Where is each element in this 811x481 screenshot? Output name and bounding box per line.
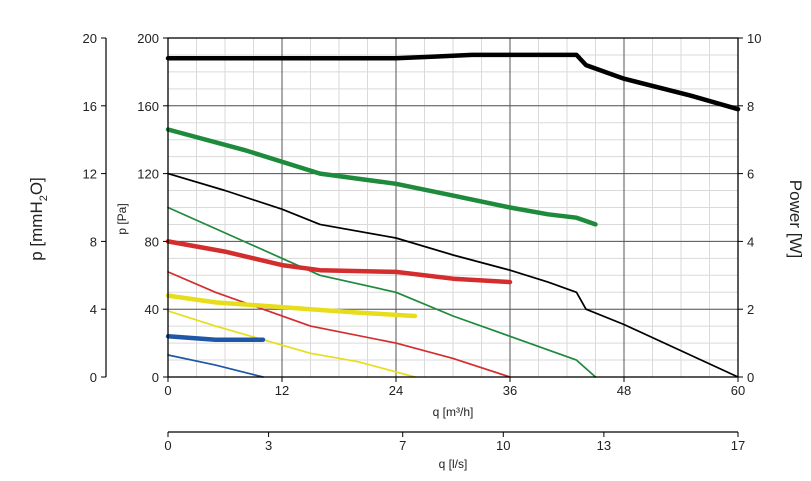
- power-curve-9: [165, 334, 266, 342]
- x-primary-label: q [m³/h]: [433, 405, 474, 419]
- y-right-label: Power [W]: [786, 180, 805, 258]
- y-left-outer-tick-label: 16: [83, 99, 97, 114]
- y-left-outer-tick-label: 8: [90, 234, 97, 249]
- pressure-curve-2: [167, 271, 511, 378]
- y-left-outer-tick-label: 0: [90, 370, 97, 385]
- grid-layer: [168, 38, 738, 377]
- y-left-outer-tick-label: 12: [83, 167, 97, 182]
- x-primary-tick-label: 0: [164, 383, 171, 398]
- x-primary-tick-label: 24: [389, 383, 403, 398]
- plot-frame: [167, 37, 739, 378]
- axis-layer: 0 12 24 36 48 6004080120160200048121620024681…: [83, 31, 762, 453]
- y-primary-tick-label: 160: [137, 99, 159, 114]
- y-right-tick-label: 2: [747, 302, 754, 317]
- x-secondary-tick-label: 0: [164, 438, 171, 453]
- y-left-outer-label-end: O]: [27, 177, 46, 195]
- x-primary-tick-label: 12: [275, 383, 289, 398]
- y-primary-tick-label: 0: [152, 370, 159, 385]
- x-secondary-tick-label: 7: [399, 438, 406, 453]
- x-primary-tick-label: 48: [617, 383, 631, 398]
- pressure-curve-3: [167, 310, 416, 378]
- y-left-outer-label-sub: 2: [38, 195, 50, 201]
- x-secondary-tick-label: 3: [265, 438, 272, 453]
- pressure-curve-0: [167, 172, 739, 378]
- power-curve-6: [165, 127, 598, 227]
- x-primary-tick-label: 60: [731, 383, 745, 398]
- y-left-outer-tick-label: 4: [90, 302, 97, 317]
- y-primary-tick-label: 120: [137, 167, 159, 182]
- x-secondary-tick-label: 17: [731, 438, 745, 453]
- series-layer: [165, 52, 741, 378]
- x-primary-tick-label: 36: [503, 383, 517, 398]
- y-left-outer-label-base: p [mmH: [27, 201, 46, 261]
- x-secondary-label: q [l/s]: [439, 457, 468, 471]
- y-right-tick-label: 6: [747, 167, 754, 182]
- pressure-curve-1: [167, 206, 597, 378]
- pressure-curve-4: [167, 354, 264, 378]
- y-right-tick-label: 0: [747, 370, 754, 385]
- y-primary-tick-label: 80: [145, 234, 159, 249]
- power-curve-7: [165, 239, 513, 285]
- x-secondary-tick-label: 10: [496, 438, 510, 453]
- y-right-tick-label: 8: [747, 99, 754, 114]
- y-right-tick-label: 4: [747, 234, 754, 249]
- y-right-tick-label: 10: [747, 31, 761, 46]
- y-primary-label: p [Pa]: [115, 203, 129, 234]
- y-primary-tick-label: 40: [145, 302, 159, 317]
- y-left-outer-label: p [mmH2O]: [27, 177, 50, 261]
- x-secondary-tick-label: 13: [597, 438, 611, 453]
- power-curve-5: [165, 52, 741, 112]
- y-primary-tick-label: 200: [137, 31, 159, 46]
- power-curve-8: [165, 293, 418, 319]
- y-left-outer-tick-label: 20: [83, 31, 97, 46]
